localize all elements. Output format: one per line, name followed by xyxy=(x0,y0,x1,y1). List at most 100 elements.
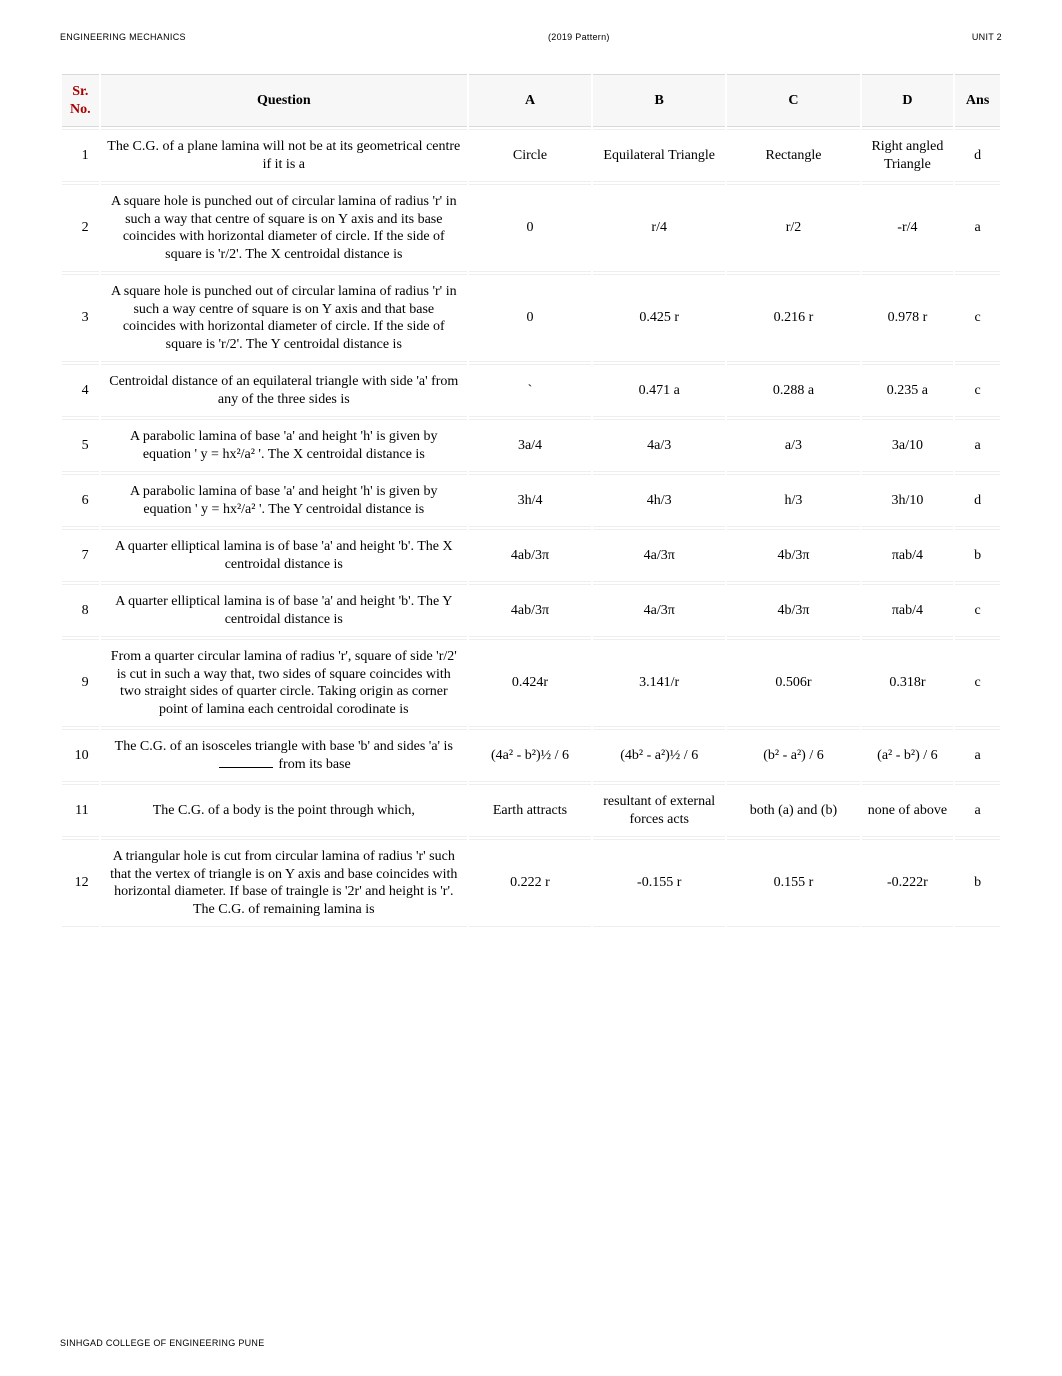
cell-option-d: 3h/10 xyxy=(862,474,954,527)
cell-option-a: Circle xyxy=(469,129,591,182)
cell-option-c: 0.155 r xyxy=(727,839,859,927)
cell-option-b: 0.425 r xyxy=(593,274,725,362)
header-right: UNIT 2 xyxy=(972,32,1002,42)
cell-sr: 12 xyxy=(62,839,99,927)
cell-option-c: 0.506r xyxy=(727,639,859,727)
cell-sr: 7 xyxy=(62,529,99,582)
cell-option-b: 4a/3π xyxy=(593,529,725,582)
cell-question: A parabolic lamina of base 'a' and heigh… xyxy=(101,419,467,472)
cell-question: A parabolic lamina of base 'a' and heigh… xyxy=(101,474,467,527)
cell-option-d: -r/4 xyxy=(862,184,954,272)
cell-question: A square hole is punched out of circular… xyxy=(101,184,467,272)
cell-option-b: 3.141/r xyxy=(593,639,725,727)
cell-answer: d xyxy=(955,129,1000,182)
cell-option-c: a/3 xyxy=(727,419,859,472)
cell-option-d: -0.222r xyxy=(862,839,954,927)
col-header-sr: Sr. No. xyxy=(62,74,99,127)
table-row: 4 Centroidal distance of an equilateral … xyxy=(62,364,1000,417)
cell-option-c: 0.288 a xyxy=(727,364,859,417)
page-header: ENGINEERING MECHANICS (2019 Pattern) UNI… xyxy=(60,32,1002,42)
cell-answer: c xyxy=(955,364,1000,417)
cell-option-b: -0.155 r xyxy=(593,839,725,927)
cell-option-d: Right angled Triangle xyxy=(862,129,954,182)
cell-question: A square hole is punched out of circular… xyxy=(101,274,467,362)
table-row: 9 From a quarter circular lamina of radi… xyxy=(62,639,1000,727)
table-row: 10 The C.G. of an isosceles triangle wit… xyxy=(62,729,1000,782)
cell-question: A triangular hole is cut from circular l… xyxy=(101,839,467,927)
cell-option-b: Equilateral Triangle xyxy=(593,129,725,182)
cell-option-b: resultant of external forces acts xyxy=(593,784,725,837)
cell-option-a: 0 xyxy=(469,274,591,362)
table-row: 12 A triangular hole is cut from circula… xyxy=(62,839,1000,927)
table-row: 1 The C.G. of a plane lamina will not be… xyxy=(62,129,1000,182)
cell-option-d: 0.235 a xyxy=(862,364,954,417)
col-header-question: Question xyxy=(101,74,467,127)
cell-sr: 5 xyxy=(62,419,99,472)
cell-sr: 4 xyxy=(62,364,99,417)
cell-option-d: πab/4 xyxy=(862,529,954,582)
cell-option-c: 0.216 r xyxy=(727,274,859,362)
cell-option-c: Rectangle xyxy=(727,129,859,182)
cell-answer: a xyxy=(955,184,1000,272)
cell-sr: 1 xyxy=(62,129,99,182)
cell-answer: c xyxy=(955,639,1000,727)
cell-option-b: 4a/3π xyxy=(593,584,725,637)
table-row: 6 A parabolic lamina of base 'a' and hei… xyxy=(62,474,1000,527)
cell-option-d: none of above xyxy=(862,784,954,837)
table-row: 7 A quarter elliptical lamina is of base… xyxy=(62,529,1000,582)
table-header-row: Sr. No. Question A B C D Ans xyxy=(62,74,1000,127)
col-header-ans: Ans xyxy=(955,74,1000,127)
header-center: (2019 Pattern) xyxy=(548,32,610,42)
cell-answer: a xyxy=(955,784,1000,837)
cell-option-b: r/4 xyxy=(593,184,725,272)
cell-option-a: 3h/4 xyxy=(469,474,591,527)
cell-answer: c xyxy=(955,274,1000,362)
col-header-a: A xyxy=(469,74,591,127)
cell-option-b: 0.471 a xyxy=(593,364,725,417)
cell-question: The C.G. of a body is the point through … xyxy=(101,784,467,837)
cell-option-b: 4h/3 xyxy=(593,474,725,527)
table-row: 5 A parabolic lamina of base 'a' and hei… xyxy=(62,419,1000,472)
cell-question: The C.G. of a plane lamina will not be a… xyxy=(101,129,467,182)
col-header-d: D xyxy=(862,74,954,127)
cell-option-a: ` xyxy=(469,364,591,417)
col-header-c: C xyxy=(727,74,859,127)
cell-question: From a quarter circular lamina of radius… xyxy=(101,639,467,727)
cell-option-c: r/2 xyxy=(727,184,859,272)
cell-question: A quarter elliptical lamina is of base '… xyxy=(101,529,467,582)
cell-option-c: h/3 xyxy=(727,474,859,527)
cell-option-b: 4a/3 xyxy=(593,419,725,472)
cell-option-c: (b² - a²) / 6 xyxy=(727,729,859,782)
cell-option-d: πab/4 xyxy=(862,584,954,637)
cell-option-a: 3a/4 xyxy=(469,419,591,472)
cell-option-a: 0.424r xyxy=(469,639,591,727)
cell-answer: d xyxy=(955,474,1000,527)
col-header-b: B xyxy=(593,74,725,127)
table-row: 8 A quarter elliptical lamina is of base… xyxy=(62,584,1000,637)
cell-option-c: 4b/3π xyxy=(727,529,859,582)
cell-option-c: 4b/3π xyxy=(727,584,859,637)
cell-option-b: (4b² - a²)½ / 6 xyxy=(593,729,725,782)
cell-sr: 3 xyxy=(62,274,99,362)
question-table: Sr. No. Question A B C D Ans 1 The C.G. … xyxy=(60,72,1002,929)
cell-option-a: 0 xyxy=(469,184,591,272)
cell-sr: 11 xyxy=(62,784,99,837)
cell-sr: 8 xyxy=(62,584,99,637)
cell-answer: a xyxy=(955,729,1000,782)
cell-option-a: 4ab/3π xyxy=(469,584,591,637)
cell-sr: 10 xyxy=(62,729,99,782)
cell-option-d: 3a/10 xyxy=(862,419,954,472)
cell-sr: 6 xyxy=(62,474,99,527)
cell-answer: b xyxy=(955,839,1000,927)
cell-option-a: (4a² - b²)½ / 6 xyxy=(469,729,591,782)
cell-option-d: 0.318r xyxy=(862,639,954,727)
cell-question: A quarter elliptical lamina is of base '… xyxy=(101,584,467,637)
cell-answer: b xyxy=(955,529,1000,582)
cell-sr: 9 xyxy=(62,639,99,727)
cell-option-d: 0.978 r xyxy=(862,274,954,362)
header-left: ENGINEERING MECHANICS xyxy=(60,32,186,42)
cell-option-a: 4ab/3π xyxy=(469,529,591,582)
cell-answer: c xyxy=(955,584,1000,637)
cell-option-c: both (a) and (b) xyxy=(727,784,859,837)
cell-question: The C.G. of an isosceles triangle with b… xyxy=(101,729,467,782)
